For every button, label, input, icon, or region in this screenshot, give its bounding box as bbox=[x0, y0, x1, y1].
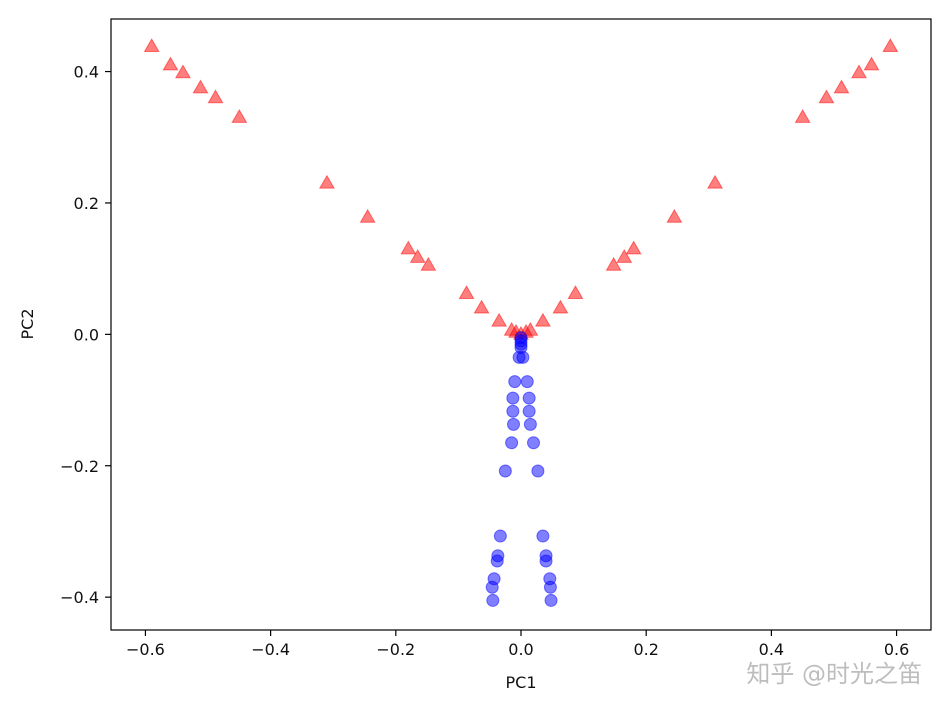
circle-point bbox=[506, 404, 520, 418]
triangle-point bbox=[666, 208, 683, 223]
circle-point bbox=[539, 554, 553, 568]
x-axis-ticks: −0.6 −0.4 −0.2 0.0 0.2 0.4 0.6 bbox=[126, 630, 909, 659]
y-axis-ticks: −0.4 −0.2 0.0 0.2 0.4 bbox=[60, 63, 111, 607]
circle-point bbox=[490, 554, 504, 568]
triangle-point bbox=[458, 285, 475, 299]
circle-point bbox=[536, 529, 550, 543]
x-tick-label: −0.4 bbox=[251, 640, 290, 659]
y-tick-label: 0.2 bbox=[74, 194, 99, 213]
data-points-layer bbox=[143, 38, 899, 607]
circle-point bbox=[543, 580, 557, 594]
circle-point bbox=[527, 436, 541, 450]
triangle-point bbox=[616, 248, 633, 263]
triangle-point bbox=[605, 256, 622, 271]
triangle-point bbox=[174, 64, 191, 79]
triangle-point bbox=[162, 56, 179, 71]
triangle-point bbox=[851, 64, 868, 79]
x-tick-label: −0.2 bbox=[376, 640, 415, 659]
circle-point bbox=[531, 464, 545, 478]
x-tick-label: 0.2 bbox=[633, 640, 658, 659]
triangle-point bbox=[491, 312, 508, 327]
circle-point bbox=[506, 417, 520, 431]
x-tick-label: 0.4 bbox=[759, 640, 784, 659]
triangle-point bbox=[794, 109, 811, 123]
circle-point bbox=[516, 350, 530, 364]
circle-point bbox=[506, 391, 520, 405]
triangle-point bbox=[567, 285, 584, 299]
triangle-point bbox=[231, 109, 248, 123]
triangle-point bbox=[863, 56, 880, 71]
triangle-point bbox=[625, 240, 642, 255]
circle-point bbox=[485, 580, 499, 594]
y-tick-label: 0.0 bbox=[74, 325, 99, 344]
circle-point bbox=[522, 404, 536, 418]
circle-point bbox=[505, 436, 519, 450]
triangle-point bbox=[420, 256, 437, 271]
triangle-point bbox=[359, 208, 376, 223]
x-tick-label: 0.6 bbox=[884, 640, 909, 659]
x-axis-label: PC1 bbox=[506, 673, 537, 692]
triangle-point bbox=[473, 299, 490, 314]
triangle-point bbox=[409, 248, 426, 263]
triangle-point bbox=[833, 79, 850, 94]
triangle-point bbox=[882, 38, 899, 52]
circle-point bbox=[523, 417, 537, 431]
circle-point bbox=[520, 375, 534, 389]
triangle-point bbox=[707, 174, 724, 189]
x-tick-label: −0.6 bbox=[126, 640, 165, 659]
triangle-point bbox=[318, 174, 335, 189]
y-tick-label: −0.4 bbox=[60, 588, 99, 607]
circle-point bbox=[544, 593, 558, 607]
triangle-point bbox=[552, 299, 569, 314]
circle-point bbox=[486, 593, 500, 607]
triangle-point bbox=[192, 79, 209, 94]
triangle-point bbox=[400, 240, 417, 255]
y-tick-label: 0.4 bbox=[74, 63, 99, 82]
triangle-point bbox=[522, 321, 539, 336]
watermark-text: 知乎 @时光之笛 bbox=[746, 660, 922, 688]
triangle-point bbox=[143, 38, 160, 52]
circle-point bbox=[498, 464, 512, 478]
y-axis-label: PC2 bbox=[18, 309, 37, 340]
triangle-point bbox=[207, 89, 224, 104]
circle-point bbox=[522, 391, 536, 405]
circle-point bbox=[508, 375, 522, 389]
triangle-point bbox=[534, 312, 551, 327]
x-tick-label: 0.0 bbox=[508, 640, 533, 659]
y-tick-label: −0.2 bbox=[60, 457, 99, 476]
triangle-point bbox=[818, 89, 835, 104]
plot-frame bbox=[110, 18, 932, 631]
circle-point bbox=[493, 529, 507, 543]
